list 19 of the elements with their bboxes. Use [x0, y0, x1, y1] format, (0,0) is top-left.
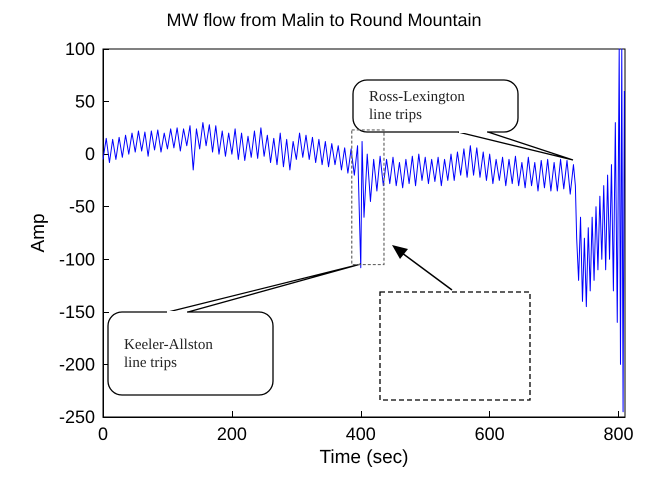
- x-tick-label: 400: [346, 424, 376, 444]
- y-tick-label: -200: [58, 354, 95, 374]
- y-tick-label: -150: [58, 302, 95, 322]
- annotation: Ross-Lexington line trips: [369, 88, 466, 124]
- y-tick-label: -50: [68, 196, 95, 217]
- y-tick-label: -250: [58, 407, 95, 427]
- y-tick-label: 50: [74, 92, 95, 112]
- annotation: Keeler-Allston line trips: [124, 336, 214, 372]
- y-tick-label: -100: [58, 249, 95, 270]
- line-series: [102, 48, 625, 412]
- x-tick-label: 800: [604, 424, 634, 444]
- chart-title: MW flow from Malin to Round Mountain: [166, 10, 482, 30]
- x-tick-label: 0: [98, 424, 108, 444]
- y-axis-title: Amp: [28, 213, 50, 253]
- x-axis-title: Time (sec): [319, 446, 409, 468]
- x-tick-label: 600: [474, 424, 505, 444]
- y-tick-label: 100: [64, 39, 95, 59]
- y-tick-label: 0: [84, 144, 95, 164]
- x-tick-label: 200: [216, 424, 247, 444]
